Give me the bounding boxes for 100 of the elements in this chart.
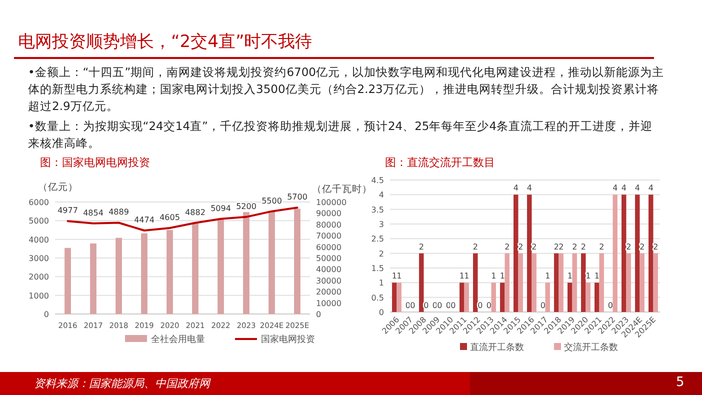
chart-title: 图：国家电网电网投资 (40, 156, 150, 169)
y-tick-label: 4 (378, 190, 384, 200)
y2-tick-label: 90000 (316, 209, 342, 218)
data-label: 5700 (287, 192, 308, 202)
data-label: 1 (459, 272, 464, 281)
data-label: 0 (608, 301, 613, 310)
y2-tick-label: 50000 (316, 254, 342, 263)
data-label: 1 (545, 272, 550, 281)
bar (116, 238, 122, 314)
bar (500, 282, 505, 312)
text: 电网投资顺势增长，“2交4直”时不我待 (18, 31, 312, 53)
data-label: 5500 (262, 196, 282, 206)
bar (640, 253, 644, 312)
bar (558, 253, 564, 312)
y-tick-label: 5000 (28, 216, 49, 226)
y-tick-label: 0 (378, 308, 384, 317)
data-label: 4854 (83, 208, 104, 218)
data-label: 5200 (236, 202, 256, 211)
y-tick-label: 2 (378, 249, 384, 258)
bar (268, 210, 275, 314)
data-label: 2 (599, 242, 604, 252)
text: •金额上：“十四五”期间，南网建设将规划投资约6700亿元，以加快数字电网和现代化电网建设进程，推动以新能源为主体的新型电力系统构建；国家电网计划投入3500亿美元（约合2.23万亿元），推进电网转型升级。合计规划投资累计将超过2.9万亿元。 (28, 64, 664, 115)
data-label: 0 (540, 301, 546, 310)
y2-tick-label: 100000 (316, 198, 347, 207)
data-label: 4 (612, 184, 618, 193)
bar (243, 212, 250, 314)
bar (581, 253, 586, 312)
bar (572, 253, 577, 312)
y-tick-label: 3 (378, 220, 384, 229)
y2-tick-label: 70000 (316, 232, 342, 241)
y-tick-label: 6000 (28, 198, 49, 207)
bar (554, 253, 559, 312)
data-label: 2 (532, 242, 537, 252)
data-label: 2 (653, 242, 658, 252)
y2-tick-label: 0 (316, 310, 322, 319)
text: 5 (676, 375, 684, 390)
data-label: 4605 (160, 213, 180, 222)
y-axis-title: （亿元） (38, 182, 78, 193)
y2-axis-title: （亿千瓦时） (312, 183, 372, 195)
bar (192, 222, 198, 314)
y2-tick-label: 20000 (316, 288, 342, 297)
text: 资料来源：国家能源局、中国政府网 (34, 376, 210, 391)
data-label: 2 (580, 242, 586, 252)
data-label: 2 (626, 242, 632, 252)
text: •数量上：为按期实现“24交14直”，千亿投资将助推规划进展，预计24、25年每年至少4条直流工程的开工进度，并迎来核准高峰。 (28, 118, 654, 152)
data-label: 1 (392, 272, 397, 281)
data-label: 4 (648, 184, 654, 193)
data-label: 2 (554, 242, 559, 252)
bar (599, 253, 604, 312)
bar (294, 208, 300, 314)
data-label: 2 (572, 242, 578, 252)
y-tick-label: 1 (378, 278, 384, 288)
bar (532, 253, 536, 312)
legend-label: 直流开工条数 (470, 342, 524, 353)
bar (491, 282, 496, 312)
data-label: 1 (567, 272, 572, 281)
data-label: 1 (464, 272, 470, 281)
y-tick-label: 3000 (28, 254, 49, 263)
bar (64, 248, 71, 314)
y2-tick-label: 10000 (316, 298, 342, 308)
data-label: 2 (504, 242, 510, 252)
bar (622, 194, 626, 312)
data-label: 2 (418, 242, 424, 252)
legend-label: 全社会用电量 (151, 334, 205, 345)
bar (545, 282, 550, 312)
bar (473, 253, 478, 312)
bar (460, 282, 464, 312)
data-label: 1 (491, 272, 496, 281)
bar (504, 253, 510, 312)
data-label: 1 (396, 272, 402, 281)
data-label: 4977 (58, 206, 78, 216)
data-label: 4 (513, 184, 518, 193)
y2-tick-label: 80000 (316, 220, 342, 230)
data-label: 4474 (134, 215, 154, 224)
bar (392, 282, 397, 312)
data-label: 1 (500, 272, 505, 281)
data-label: 0 (437, 301, 442, 310)
bar (653, 253, 658, 312)
data-label: 0 (410, 301, 416, 310)
data-label: 0 (486, 301, 492, 310)
bar (166, 230, 173, 314)
data-label: 4 (621, 184, 626, 193)
y2-tick-label: 60000 (316, 242, 342, 252)
data-label: 1 (594, 272, 600, 281)
bar (635, 194, 640, 312)
y-tick-label: 3.5 (371, 205, 384, 214)
data-label: 1 (586, 272, 591, 281)
y-tick-label: 2.5 (371, 234, 384, 244)
legend-label: 交流开工条数 (564, 342, 618, 353)
y-tick-label: 1000 (28, 291, 49, 300)
y2-tick-label: 40000 (316, 265, 342, 274)
bar (396, 282, 402, 312)
data-label: 4889 (108, 208, 129, 217)
y-tick-label: 0.5 (371, 293, 384, 302)
bar (518, 253, 523, 312)
bar (514, 194, 518, 312)
data-label: 4882 (185, 208, 206, 217)
data-label: 2 (472, 242, 478, 252)
y-tick-label: 4000 (28, 235, 49, 244)
y-tick-label: 2000 (28, 272, 49, 282)
